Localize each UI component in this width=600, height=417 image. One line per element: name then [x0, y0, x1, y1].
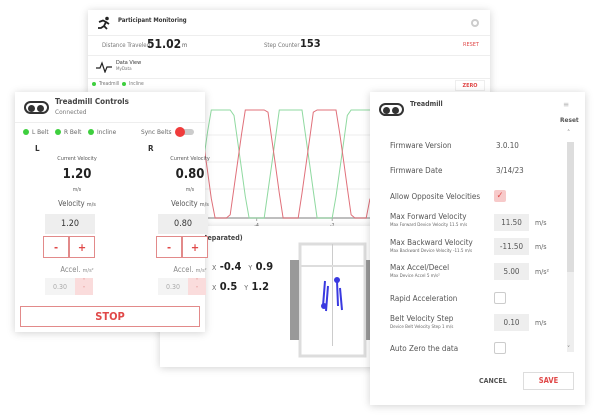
auto-zero-label: Auto Zero the data [390, 344, 459, 353]
max-backward-label: Max Backward Velocity [390, 238, 473, 247]
reset-button[interactable]: RESET [463, 42, 479, 48]
velocity-label: Velocity m/s [171, 199, 209, 208]
current-velocity-value: 0.80 [175, 167, 205, 182]
step-label: Step Counter [264, 42, 300, 49]
x-tick-label: -4 [254, 223, 259, 228]
rapid-accel-checkbox[interactable] [494, 292, 506, 304]
firmware-version-value: 3.0.10 [496, 141, 519, 150]
indicator-r-belt: R Belt [55, 128, 81, 136]
max-backward-sub: Max Backward Device Velocity -11.5 m/s [390, 249, 473, 254]
monitor-title: Participant Monitoring [118, 17, 187, 24]
max-accel-sub: Max Device Accel 5 m/s² [390, 274, 440, 279]
settings-title: Treadmill [410, 100, 443, 108]
stop-label: STOP [95, 310, 125, 323]
auto-zero-checkbox[interactable] [494, 342, 506, 354]
belt-name: R [148, 144, 154, 153]
accel-stepper[interactable]: ˄ ˅ [75, 278, 93, 295]
cancel-button[interactable]: CANCEL [479, 377, 507, 385]
current-velocity-unit: m/s [185, 187, 195, 193]
position-row-2: X 0.5 Y 1.2 [212, 280, 270, 293]
accel-stepper[interactable]: ˄ ˅ [188, 278, 206, 295]
step-value: 153 [300, 37, 321, 50]
current-velocity-unit: m/s [72, 187, 82, 193]
treadmill-settings-dialog: Treadmill ≡ Reset Firmware Version 3.0.1… [370, 92, 585, 405]
firmware-date-value: 3/14/23 [496, 166, 524, 175]
velocity-label: Velocity m/s [58, 199, 96, 208]
connection-status: Connected [55, 108, 87, 116]
reset-button[interactable]: Reset [560, 116, 579, 124]
treadmill-controls-panel: Treadmill Controls Connected L Belt R Be… [15, 92, 205, 332]
current-velocity-label: Current Velocity [170, 156, 210, 162]
velocity-step-sub: Device Belt Velocity Step 1 m/s [390, 325, 454, 330]
velocity-input[interactable]: 1.20 [45, 214, 95, 234]
dataview-subtitle: MyData [116, 67, 132, 72]
decrement-button[interactable]: - [156, 236, 182, 258]
sync-belts-label: Sync Belts [141, 128, 172, 136]
max-forward-sub: Max Forward Device Velocity 11.5 m/s [390, 223, 468, 228]
max-accel-unit: m/s² [535, 268, 550, 276]
series-line-0 [199, 109, 370, 219]
increment-button[interactable]: + [182, 236, 208, 258]
controls-title: Treadmill Controls [55, 97, 129, 106]
legend-treadmill: Treadmill [92, 81, 119, 87]
scrollbar[interactable] [567, 142, 574, 352]
max-forward-input[interactable]: 11.50 [494, 214, 529, 231]
firmware-version-label: Firmware Version [390, 141, 452, 150]
scroll-down-icon[interactable]: ˅ [567, 345, 571, 353]
runner-icon [98, 16, 110, 30]
legend-incline: Incline [122, 81, 144, 87]
pulse-icon [96, 61, 112, 73]
max-forward-label: Max Forward Velocity [390, 212, 467, 221]
indicator-incline: Incline [88, 128, 116, 136]
save-button[interactable]: SAVE [523, 372, 574, 390]
zero-button[interactable]: ZERO [455, 80, 485, 91]
sync-belts-toggle[interactable] [175, 127, 194, 137]
menu-icon[interactable]: ≡ [563, 100, 570, 109]
distance-value: 51.02 [147, 37, 182, 51]
position-title: Separated) [203, 234, 243, 242]
velocity-step-input[interactable]: 0.10 [494, 314, 529, 331]
belt-name: L [35, 144, 40, 153]
accel-label: Accel. m/s² [173, 265, 207, 274]
scroll-up-icon[interactable]: ˄ [567, 129, 571, 137]
accel-input[interactable]: 0.30 [45, 278, 75, 295]
x-tick-label: -2 [330, 223, 335, 228]
stop-button[interactable]: STOP [20, 306, 200, 327]
position-row-1: X -0.4 Y 0.9 [212, 260, 274, 273]
velocity-step-unit: m/s [535, 319, 547, 327]
current-velocity-value: 1.20 [62, 167, 92, 182]
treadmill-icon [379, 103, 404, 116]
max-backward-unit: m/s [535, 243, 547, 251]
max-forward-unit: m/s [535, 219, 547, 227]
opposite-velocities-label: Allow Opposite Velocities [390, 192, 481, 201]
current-velocity-label: Current Velocity [57, 156, 97, 162]
max-accel-input[interactable]: 5.00 [494, 263, 529, 280]
gear-icon[interactable] [471, 19, 479, 27]
treadmill-diagram [290, 242, 375, 358]
increment-button[interactable]: + [69, 236, 95, 258]
rapid-accel-label: Rapid Acceleration [390, 294, 458, 303]
accel-input[interactable]: 0.30 [158, 278, 188, 295]
distance-label: Distance Traveled [102, 42, 151, 49]
decrement-button[interactable]: - [43, 236, 69, 258]
distance-unit: m [182, 42, 188, 49]
series-line-1 [199, 109, 371, 219]
opposite-velocities-checkbox[interactable]: ✓ [494, 190, 506, 202]
velocity-step-label: Belt Velocity Step [390, 314, 454, 323]
max-backward-input[interactable]: -11.50 [494, 238, 529, 255]
velocity-input[interactable]: 0.80 [158, 214, 208, 234]
firmware-date-label: Firmware Date [390, 166, 443, 175]
treadmill-icon [24, 101, 49, 114]
accel-label: Accel. m/s² [60, 265, 94, 274]
indicator-l-belt: L Belt [23, 128, 49, 136]
dataview-title: Data View [116, 60, 142, 66]
max-accel-label: Max Accel/Decel [390, 263, 450, 272]
